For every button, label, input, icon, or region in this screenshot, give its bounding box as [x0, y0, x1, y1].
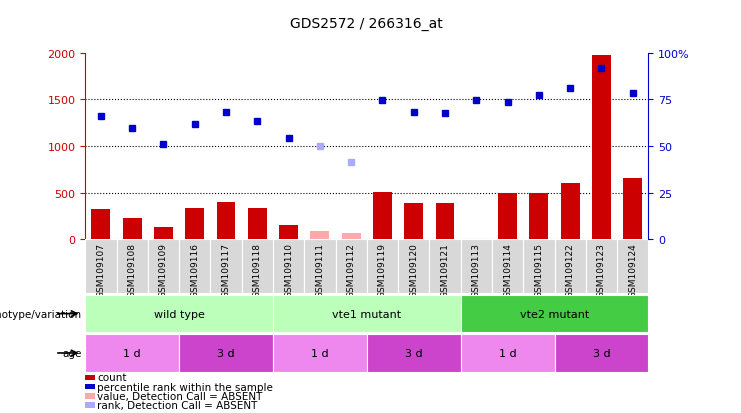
Text: wild type: wild type: [153, 309, 205, 319]
Bar: [461, 335, 554, 372]
Text: GSM109113: GSM109113: [472, 242, 481, 297]
Bar: [398, 240, 429, 293]
Text: GSM109107: GSM109107: [96, 242, 105, 297]
Text: GSM109112: GSM109112: [347, 242, 356, 297]
Text: 3 d: 3 d: [217, 348, 235, 358]
Bar: [530, 194, 548, 240]
Bar: [116, 240, 147, 293]
Bar: [273, 240, 305, 293]
Bar: [367, 335, 461, 372]
Text: 1 d: 1 d: [499, 348, 516, 358]
Text: 3 d: 3 d: [405, 348, 422, 358]
Text: GSM109120: GSM109120: [409, 242, 418, 297]
Bar: [436, 203, 454, 240]
Bar: [216, 202, 236, 240]
Text: GSM109110: GSM109110: [284, 242, 293, 297]
Text: GSM109115: GSM109115: [534, 242, 543, 297]
Text: vte2 mutant: vte2 mutant: [520, 309, 589, 319]
Text: rank, Detection Call = ABSENT: rank, Detection Call = ABSENT: [97, 400, 257, 410]
Bar: [154, 228, 173, 240]
Bar: [429, 240, 461, 293]
Bar: [342, 233, 361, 240]
Bar: [179, 335, 273, 372]
Bar: [123, 218, 142, 240]
Text: GSM109123: GSM109123: [597, 242, 606, 297]
Bar: [279, 225, 298, 240]
Bar: [85, 295, 273, 332]
Bar: [592, 55, 611, 240]
Text: GSM109117: GSM109117: [222, 242, 230, 297]
Bar: [405, 203, 423, 240]
Bar: [523, 240, 554, 293]
Text: vte1 mutant: vte1 mutant: [332, 309, 402, 319]
Bar: [179, 240, 210, 293]
Bar: [273, 295, 461, 332]
Text: 3 d: 3 d: [593, 348, 611, 358]
Text: GSM109121: GSM109121: [440, 242, 450, 297]
Bar: [461, 240, 492, 293]
Bar: [147, 240, 179, 293]
Bar: [367, 240, 398, 293]
Text: GSM109124: GSM109124: [628, 242, 637, 297]
Bar: [554, 335, 648, 372]
Bar: [498, 194, 517, 240]
Text: GSM109111: GSM109111: [316, 242, 325, 297]
Bar: [373, 192, 392, 240]
Text: percentile rank within the sample: percentile rank within the sample: [97, 382, 273, 392]
Text: 1 d: 1 d: [123, 348, 141, 358]
Text: genotype/variation: genotype/variation: [0, 309, 82, 319]
Bar: [461, 295, 648, 332]
Bar: [305, 240, 336, 293]
Bar: [85, 335, 179, 372]
Text: GDS2572 / 266316_at: GDS2572 / 266316_at: [290, 17, 443, 31]
Bar: [210, 240, 242, 293]
Text: 1 d: 1 d: [311, 348, 329, 358]
Bar: [91, 210, 110, 240]
Bar: [310, 231, 329, 240]
Text: age: age: [62, 348, 82, 358]
Text: GSM109114: GSM109114: [503, 242, 512, 297]
Bar: [85, 240, 116, 293]
Bar: [586, 240, 617, 293]
Bar: [617, 240, 648, 293]
Text: GSM109119: GSM109119: [378, 242, 387, 297]
Bar: [185, 209, 204, 240]
Bar: [554, 240, 586, 293]
Text: GSM109118: GSM109118: [253, 242, 262, 297]
Bar: [336, 240, 367, 293]
Bar: [242, 240, 273, 293]
Bar: [492, 240, 523, 293]
Bar: [248, 209, 267, 240]
Text: GSM109116: GSM109116: [190, 242, 199, 297]
Bar: [273, 335, 367, 372]
Text: count: count: [97, 373, 127, 382]
Bar: [623, 178, 642, 240]
Text: GSM109108: GSM109108: [127, 242, 136, 297]
Text: value, Detection Call = ABSENT: value, Detection Call = ABSENT: [97, 391, 262, 401]
Bar: [561, 184, 579, 240]
Text: GSM109122: GSM109122: [565, 242, 575, 297]
Text: GSM109109: GSM109109: [159, 242, 168, 297]
